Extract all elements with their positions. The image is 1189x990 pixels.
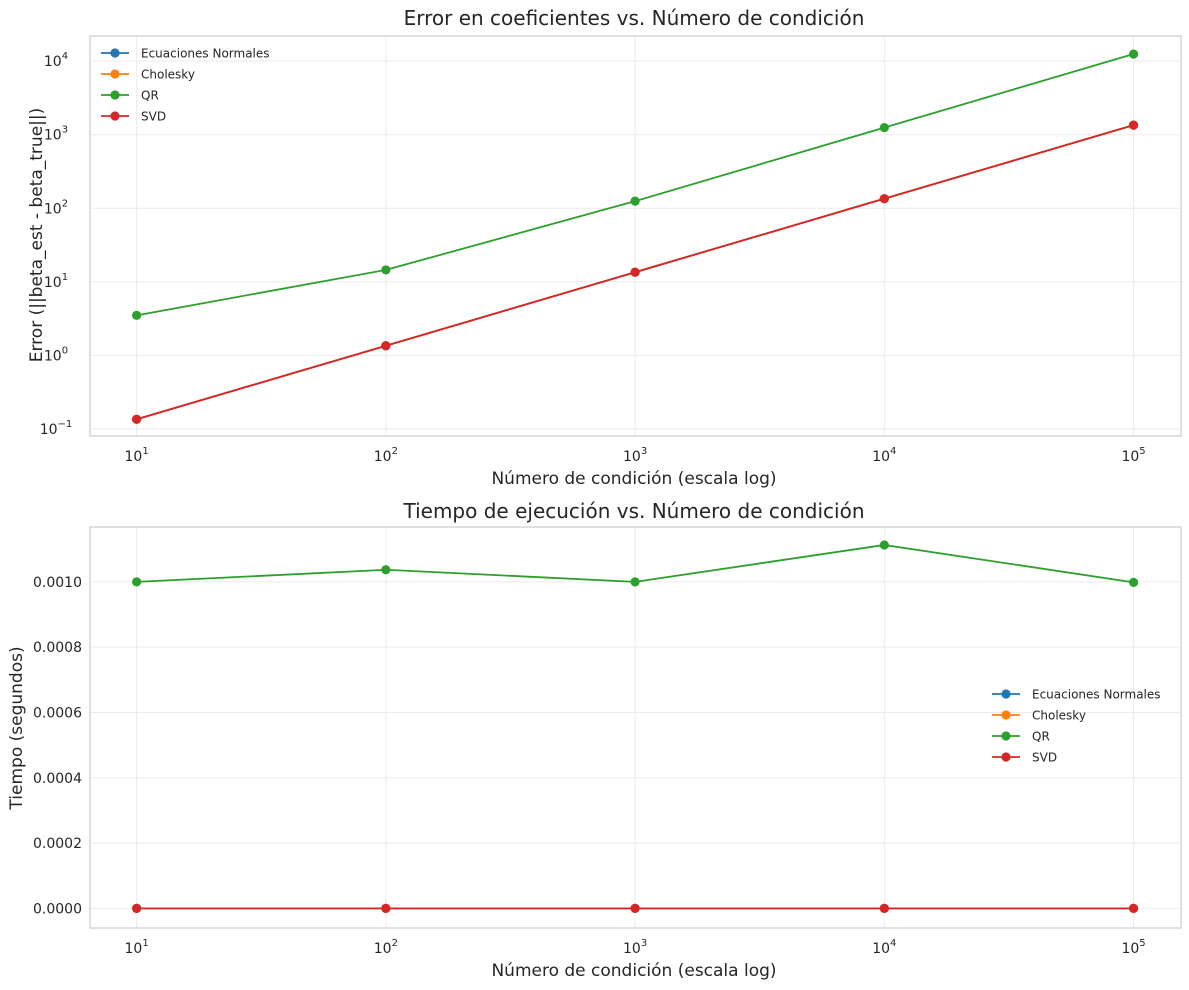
plot-frame — [89, 526, 1182, 929]
data-point — [381, 341, 391, 351]
y-tick-label: 0.0000 — [33, 901, 82, 917]
data-point — [381, 565, 391, 575]
legend-label: Cholesky — [141, 68, 195, 82]
plot-area: 101 102 103 104 105 10−1 100 101 102 103 104 Ecuaci… — [40, 35, 1182, 465]
data-point — [630, 577, 640, 587]
legend-label: SVD — [1032, 751, 1057, 765]
legend-label: Ecuaciones Normales — [1032, 688, 1161, 702]
legend-marker — [1001, 710, 1011, 720]
y-tick-label: 0.0002 — [33, 836, 82, 852]
chart-title: Tiempo de ejecución vs. Número de condic… — [402, 499, 864, 523]
data-point — [1128, 577, 1139, 587]
legend-marker — [110, 90, 120, 100]
legend-marker — [110, 111, 120, 121]
legend-marker — [110, 48, 120, 58]
y-tick-label: 103 — [44, 125, 68, 144]
y-tick-label: 0.0004 — [33, 771, 82, 787]
data-point — [1128, 903, 1139, 914]
data-point — [132, 903, 142, 914]
x-tick-label: 103 — [623, 938, 647, 957]
chart-title: Error en coeficientes vs. Número de cond… — [404, 6, 865, 30]
legend: Ecuaciones Normales Cholesky QR SVD — [101, 47, 270, 124]
x-tick-label: 102 — [374, 446, 398, 465]
plot-frame — [89, 35, 1182, 437]
legend-item: QR — [101, 89, 159, 103]
legend-item: Cholesky — [992, 709, 1086, 723]
x-tick-label: 105 — [1121, 938, 1145, 957]
data-point — [879, 194, 889, 204]
x-tick-label: 104 — [872, 446, 896, 465]
grid — [90, 36, 1181, 436]
series-qr — [132, 540, 1139, 587]
data-point — [630, 196, 640, 206]
data-point — [879, 122, 889, 133]
legend-label: QR — [141, 89, 159, 103]
legend: Ecuaciones Normales Cholesky QR SVD — [992, 688, 1161, 765]
legend-marker — [1001, 731, 1011, 741]
y-tick-label: 102 — [44, 198, 68, 217]
x-tick-label: 104 — [872, 938, 896, 957]
data-point — [132, 310, 142, 320]
legend-label: SVD — [141, 110, 166, 124]
y-tick-label: 101 — [44, 272, 68, 291]
tick-labels: 101 102 103 104 105 0.0000 0.0002 0.0004 0.0006 0… — [33, 575, 1146, 957]
x-tick-label: 102 — [374, 938, 398, 957]
y-tick-label: 0.0006 — [33, 705, 82, 721]
x-tick-label: 101 — [125, 938, 149, 957]
legend-label: Cholesky — [1032, 709, 1086, 723]
legend-item: Ecuaciones Normales — [101, 47, 270, 61]
data-point — [132, 577, 142, 587]
data-point — [1128, 49, 1139, 59]
legend-label: QR — [1032, 730, 1050, 744]
series-qr — [132, 49, 1139, 320]
tick-labels: 101 102 103 104 105 10−1 100 101 102 103 104 — [40, 51, 1146, 465]
y-tick-label: 0.0010 — [33, 575, 82, 591]
y-axis-label: Tiempo (segundos) — [7, 646, 27, 810]
data-point — [132, 414, 142, 424]
y-tick-label: 100 — [44, 345, 68, 364]
data-point — [879, 903, 889, 914]
legend-marker — [1001, 752, 1011, 762]
data-point — [1128, 120, 1139, 130]
time-chart: Tiempo de ejecución vs. Número de condic… — [7, 499, 1182, 981]
error-chart: Error en coeficientes vs. Número de cond… — [27, 6, 1182, 489]
y-axis-label: Error (||beta_est - beta_true||) — [27, 108, 47, 363]
series-svd — [132, 903, 1139, 914]
data-point — [381, 265, 391, 275]
legend-item: Ecuaciones Normales — [992, 688, 1161, 702]
y-tick-label: 10−1 — [40, 419, 73, 438]
legend-marker — [110, 69, 120, 79]
legend-item: SVD — [101, 110, 166, 124]
x-axis-label: Número de condición (escala log) — [491, 469, 776, 489]
legend-item: QR — [992, 730, 1050, 744]
y-tick-label: 0.0008 — [33, 640, 82, 656]
legend-item: Cholesky — [101, 68, 195, 82]
legend-item: SVD — [992, 751, 1057, 765]
series-svd — [132, 120, 1139, 424]
data-point — [381, 903, 391, 914]
data-point — [630, 903, 640, 914]
x-tick-label: 105 — [1121, 446, 1145, 465]
data-point — [879, 540, 889, 550]
legend-label: Ecuaciones Normales — [141, 47, 270, 61]
x-tick-label: 103 — [623, 446, 647, 465]
x-tick-label: 101 — [125, 446, 149, 465]
legend-marker — [1001, 689, 1011, 699]
data-point — [630, 267, 640, 277]
y-tick-label: 104 — [44, 51, 68, 70]
x-axis-label: Número de condición (escala log) — [491, 961, 776, 981]
plot-area: 101 102 103 104 105 0.0000 0.0002 0.0004 0.0006 0… — [33, 526, 1182, 957]
